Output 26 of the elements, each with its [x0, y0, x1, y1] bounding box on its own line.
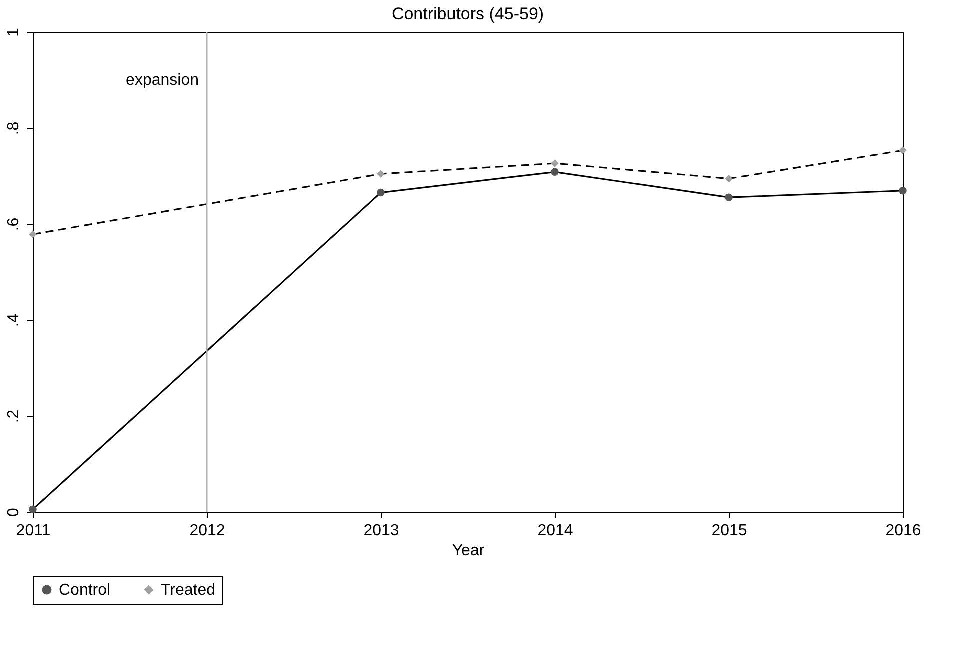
- x-tick-label: 2014: [538, 522, 574, 540]
- point: [725, 175, 733, 183]
- x-tick-label: 2016: [886, 522, 922, 540]
- x-axis-title: Year: [452, 542, 486, 560]
- point: [377, 188, 385, 197]
- chart-title: Contributors (45-59): [392, 4, 544, 24]
- y-tick-label: .6: [6, 218, 22, 232]
- y-tick-label: 0: [6, 508, 22, 517]
- point: [899, 146, 907, 154]
- y-tick-label: .8: [6, 122, 22, 136]
- y-tick-label: .4: [6, 314, 22, 328]
- ref-line-label: expansion: [126, 72, 199, 89]
- point: [725, 194, 733, 202]
- legend-label: Treated: [161, 582, 216, 599]
- x-tick-label: 2013: [364, 522, 400, 540]
- point: [377, 170, 385, 178]
- point: [551, 160, 559, 168]
- point: [899, 187, 907, 195]
- y-tick-label: 1: [6, 28, 22, 37]
- point: [551, 168, 559, 176]
- point: [29, 230, 37, 238]
- x-tick-label: 2015: [712, 522, 748, 540]
- legend-label: Control: [59, 582, 111, 599]
- x-tick-label: 2012: [190, 522, 226, 540]
- x-tick-label: 2011: [16, 522, 51, 540]
- y-tick-label: .2: [6, 410, 22, 424]
